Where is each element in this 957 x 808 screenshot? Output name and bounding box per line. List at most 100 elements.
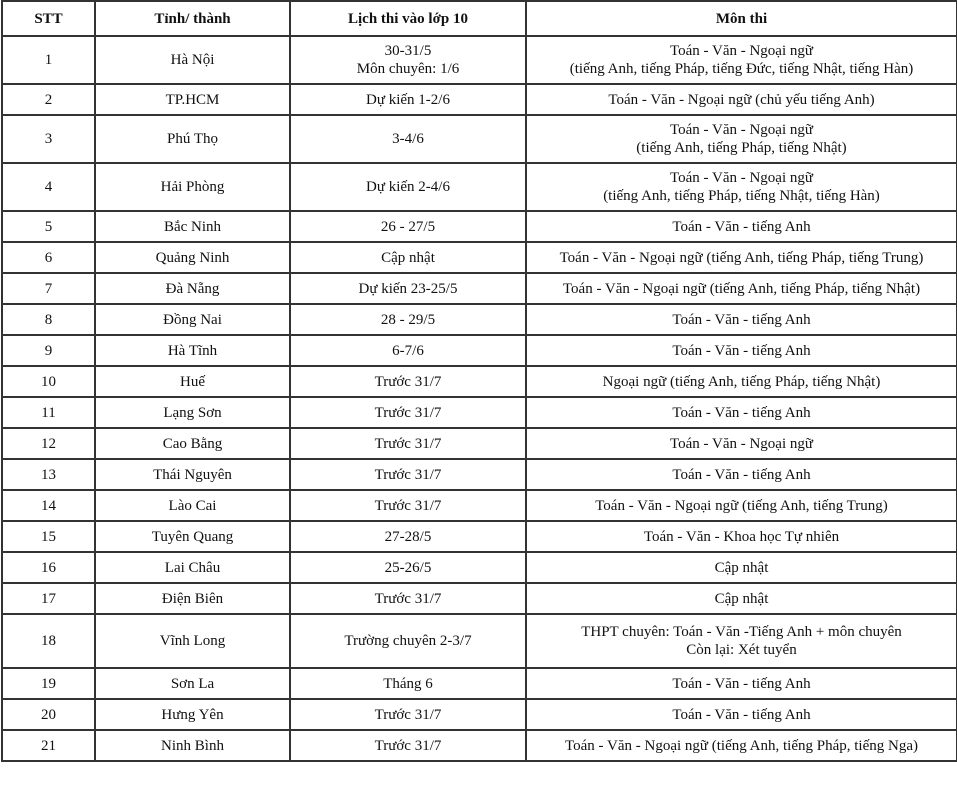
cell-province: Huế <box>94 365 291 398</box>
cell-schedule-line: 26 - 27/5 <box>380 218 436 235</box>
table-row: 2 TP.HCM Dự kiến 1-2/6 Toán - Văn - Ngoại n… <box>1 83 957 116</box>
cell-schedule: Dự kiến 2-4/6 <box>289 162 527 212</box>
cell-subjects-line: Cập nhật <box>714 590 769 607</box>
cell-schedule: Dự kiến 1-2/6 <box>289 83 527 116</box>
cell-province: Hà Tĩnh <box>94 334 291 367</box>
cell-subjects-line: Toán - Văn - Khoa học Tự nhiên <box>643 528 840 545</box>
exam-schedule-table: STT Tỉnh/ thành Lịch thi vào lớp 10 Môn … <box>1 0 957 762</box>
table-row: 1 Hà Nội 30-31/5 Môn chuyên: 1/6 Toán - Văn … <box>1 35 957 85</box>
cell-subjects-line: Toán - Văn - tiếng Anh <box>672 466 811 483</box>
cell-subjects: Toán - Văn - tiếng Anh <box>525 396 957 429</box>
table-row: 15 Tuyên Quang 27-28/5 Toán - Văn - Khoa họ… <box>1 520 957 553</box>
table-row: 16 Lai Châu 25-26/5 Cập nhật <box>1 551 957 584</box>
cell-subjects: Toán - Văn - Ngoại ngữ <box>525 427 957 460</box>
cell-schedule-line: 6-7/6 <box>392 342 424 359</box>
cell-stt: 15 <box>1 520 96 553</box>
cell-province: Tuyên Quang <box>94 520 291 553</box>
cell-subjects-line: Toán - Văn - Ngoại ngữ (tiếng Anh, tiếng… <box>559 249 924 266</box>
table-row: 8 Đồng Nai 28 - 29/5 Toán - Văn - tiếng Anh <box>1 303 957 336</box>
cell-subjects: Cập nhật <box>525 582 957 615</box>
cell-subjects: Cập nhật <box>525 551 957 584</box>
cell-schedule-line: 27-28/5 <box>384 528 432 545</box>
table-row: 12 Cao Bằng Trước 31/7 Toán - Văn - Ngoại n… <box>1 427 957 460</box>
header-subjects: Môn thi <box>525 0 957 37</box>
cell-schedule-line: Trước 31/7 <box>374 435 442 452</box>
cell-subjects-line: Toán - Văn - Ngoại ngữ <box>669 122 814 138</box>
cell-subjects-line: Toán - Văn - tiếng Anh <box>672 342 811 359</box>
table-row: 19 Sơn La Tháng 6 Toán - Văn - tiếng Anh <box>1 667 957 700</box>
cell-subjects: Ngoại ngữ (tiếng Anh, tiếng Pháp, tiếng … <box>525 365 957 398</box>
cell-province: Phú Thọ <box>94 114 291 164</box>
cell-stt: 8 <box>1 303 96 336</box>
cell-province: Bắc Ninh <box>94 210 291 243</box>
table-row: 6 Quảng Ninh Cập nhật Toán - Văn - Ngoại ng… <box>1 241 957 274</box>
cell-province: Lào Cai <box>94 489 291 522</box>
table-row: 11 Lạng Sơn Trước 31/7 Toán - Văn - tiếng A… <box>1 396 957 429</box>
cell-schedule-line: Trước 31/7 <box>374 497 442 514</box>
cell-schedule-line: Tháng 6 <box>383 675 433 692</box>
cell-province: TP.HCM <box>94 83 291 116</box>
cell-schedule: 26 - 27/5 <box>289 210 527 243</box>
table-row: 3 Phú Thọ 3-4/6 Toán - Văn - Ngoại ngữ (tiến… <box>1 114 957 164</box>
cell-stt: 4 <box>1 162 96 212</box>
cell-stt: 2 <box>1 83 96 116</box>
cell-stt: 19 <box>1 667 96 700</box>
cell-subjects-line: Toán - Văn - tiếng Anh <box>672 675 811 692</box>
header-stt: STT <box>1 0 96 37</box>
cell-schedule: 25-26/5 <box>289 551 527 584</box>
cell-province: Sơn La <box>94 667 291 700</box>
cell-province: Thái Nguyên <box>94 458 291 491</box>
cell-province: Quảng Ninh <box>94 241 291 274</box>
cell-subjects: Toán - Văn - tiếng Anh <box>525 698 957 731</box>
cell-stt: 20 <box>1 698 96 731</box>
cell-stt: 16 <box>1 551 96 584</box>
cell-province: Vĩnh Long <box>94 613 291 669</box>
cell-province: Ninh Bình <box>94 729 291 762</box>
cell-subjects-line: Toán - Văn - tiếng Anh <box>672 218 811 235</box>
table-row: 4 Hải Phòng Dự kiến 2-4/6 Toán - Văn - Ngoạ… <box>1 162 957 212</box>
cell-subjects-line: Toán - Văn - Ngoại ngữ (chủ yếu tiếng An… <box>608 91 875 108</box>
cell-stt: 7 <box>1 272 96 305</box>
table-row: 10 Huế Trước 31/7 Ngoại ngữ (tiếng Anh, tiế… <box>1 365 957 398</box>
cell-schedule-line: Trước 31/7 <box>374 590 442 607</box>
cell-schedule-line: 28 - 29/5 <box>380 311 436 328</box>
cell-schedule-line: Trường chuyên 2-3/7 <box>344 633 472 649</box>
cell-province: Lai Châu <box>94 551 291 584</box>
header-province: Tỉnh/ thành <box>94 0 291 37</box>
cell-subjects-line: Toán - Văn - tiếng Anh <box>672 404 811 421</box>
cell-subjects-line: (tiếng Anh, tiếng Pháp, tiếng Nhật) <box>636 140 847 156</box>
cell-province: Đà Nẵng <box>94 272 291 305</box>
cell-subjects: Toán - Văn - Ngoại ngữ (tiếng Anh, tiếng … <box>525 114 957 164</box>
table-row: 14 Lào Cai Trước 31/7 Toán - Văn - Ngoại ng… <box>1 489 957 522</box>
cell-schedule: Trước 31/7 <box>289 489 527 522</box>
cell-subjects-line: THPT chuyên: Toán - Văn -Tiếng Anh + môn… <box>581 624 902 640</box>
cell-subjects-line: Toán - Văn - Ngoại ngữ (tiếng Anh, tiếng… <box>595 497 888 514</box>
cell-province: Đồng Nai <box>94 303 291 336</box>
cell-subjects: Toán - Văn - Ngoại ngữ (tiếng Anh, tiếng … <box>525 35 957 85</box>
cell-subjects-line: Còn lại: Xét tuyển <box>686 642 797 658</box>
cell-subjects-line: Toán - Văn - Ngoại ngữ (tiếng Anh, tiếng… <box>562 280 921 297</box>
cell-subjects-line: (tiếng Anh, tiếng Pháp, tiếng Đức, tiếng… <box>569 61 914 77</box>
cell-subjects-line: Toán - Văn - Ngoại ngữ (tiếng Anh, tiếng… <box>565 737 918 754</box>
header-schedule: Lịch thi vào lớp 10 <box>289 0 527 37</box>
cell-stt: 14 <box>1 489 96 522</box>
cell-schedule-line: Dự kiến 2-4/6 <box>366 179 450 195</box>
cell-schedule-line: Trước 31/7 <box>374 706 442 723</box>
cell-schedule: 3-4/6 <box>289 114 527 164</box>
cell-stt: 10 <box>1 365 96 398</box>
cell-schedule-line: Dự kiến 1-2/6 <box>366 91 450 108</box>
cell-subjects-line: Toán - Văn - tiếng Anh <box>672 706 811 723</box>
cell-subjects: Toán - Văn - Ngoại ngữ (tiếng Anh, tiếng… <box>525 241 957 274</box>
cell-subjects: Toán - Văn - tiếng Anh <box>525 458 957 491</box>
cell-stt: 13 <box>1 458 96 491</box>
cell-province: Điện Biên <box>94 582 291 615</box>
cell-schedule: 6-7/6 <box>289 334 527 367</box>
cell-schedule: Tháng 6 <box>289 667 527 700</box>
cell-schedule-line: Môn chuyên: 1/6 <box>356 61 460 77</box>
cell-stt: 5 <box>1 210 96 243</box>
cell-subjects-line: Toán - Văn - tiếng Anh <box>672 311 811 328</box>
cell-stt: 21 <box>1 729 96 762</box>
cell-stt: 9 <box>1 334 96 367</box>
table-row: 20 Hưng Yên Trước 31/7 Toán - Văn - tiếng A… <box>1 698 957 731</box>
cell-subjects: Toán - Văn - tiếng Anh <box>525 334 957 367</box>
